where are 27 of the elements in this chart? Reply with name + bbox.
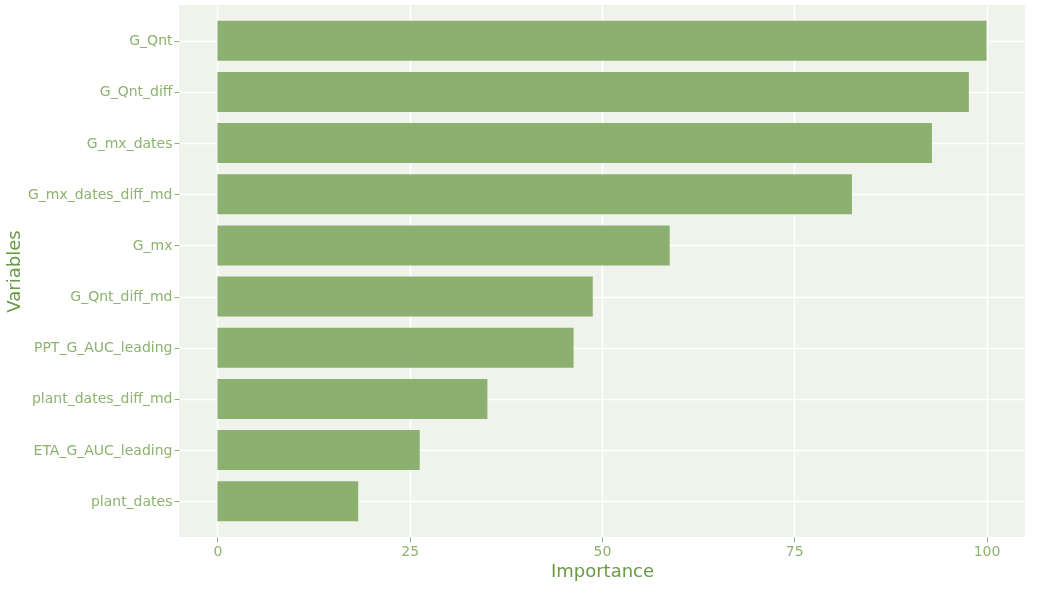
y-tick-label: G_Qnt: [129, 32, 174, 49]
y-tick-label: plant_dates: [90, 492, 173, 509]
y-tick-label: G_mx_dates_diff_md: [27, 185, 173, 202]
y-tick-label: G_mx_dates: [86, 134, 173, 151]
x-axis-title: Importance: [550, 559, 655, 581]
x-tick-label: 100: [973, 542, 1001, 559]
y-tick-label: ETA_G_AUC_leading: [33, 441, 173, 458]
y-tick-label: plant_dates_diff_md: [31, 390, 173, 407]
bar: [217, 430, 420, 471]
bar: [217, 174, 852, 215]
bar: [217, 123, 932, 164]
y-tick-label: G_mx: [132, 236, 173, 253]
bar: [217, 481, 359, 522]
x-tick-label: 75: [785, 542, 804, 559]
bar: [217, 20, 987, 61]
x-tick-label: 50: [593, 542, 612, 559]
bar: [217, 225, 670, 266]
y-tick-label: PPT_G_AUC_leading: [33, 339, 173, 356]
y-tick-label: G_Qnt_diff: [99, 83, 173, 100]
x-tick-label: 0: [213, 542, 223, 559]
bar: [217, 276, 593, 317]
y-tick-label: G_Qnt_diff_md: [70, 288, 173, 305]
bar: [217, 378, 488, 419]
x-tick-label: 25: [401, 542, 420, 559]
bar: [217, 71, 969, 112]
bar: [217, 327, 574, 368]
y-axis-title: Variables: [2, 230, 24, 313]
